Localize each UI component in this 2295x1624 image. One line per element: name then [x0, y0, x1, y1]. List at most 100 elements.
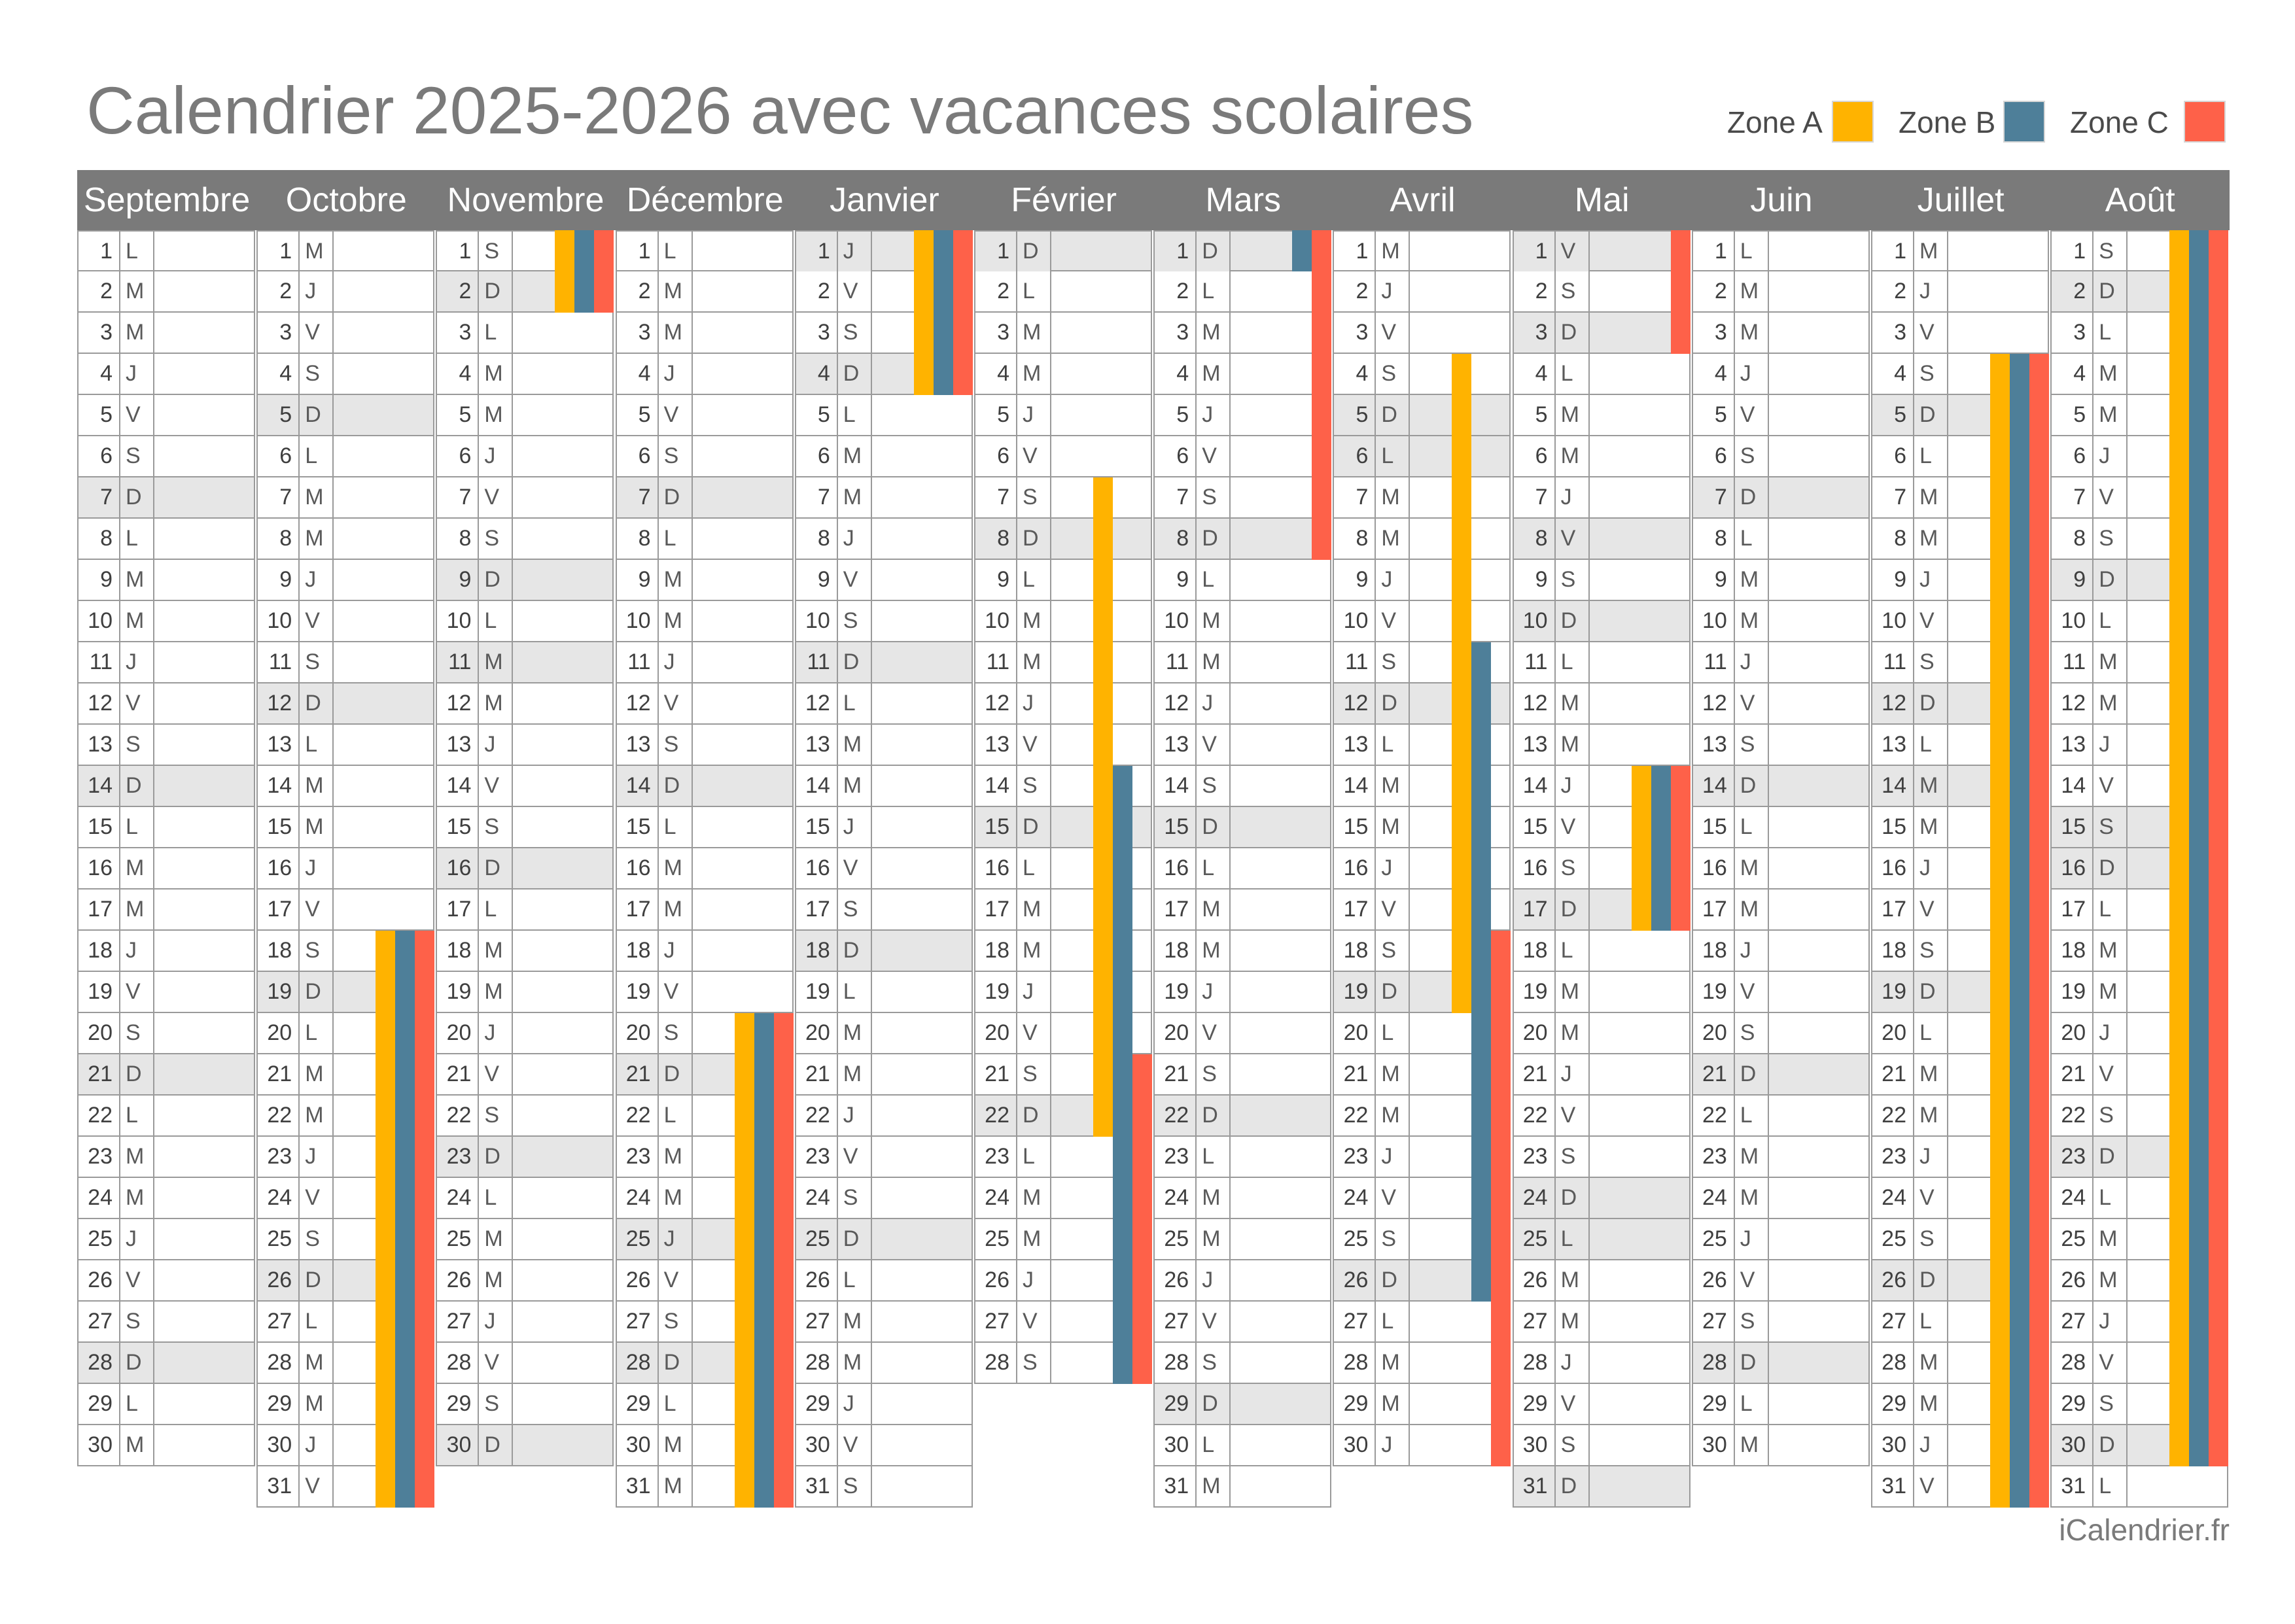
day-letter: L	[1376, 436, 1410, 476]
day-letter: M	[1017, 313, 1051, 353]
day-number: 5	[437, 395, 480, 435]
day-fill	[1231, 1384, 1331, 1424]
day-number: 8	[975, 519, 1017, 559]
month-column-m0: 1 L 2 M 3 M 4 J 5 V 6 S 7 D 8 L 9 M 10 M 11 J 12 V 13 S 14 D 15 L 16 M 1…	[77, 230, 255, 1466]
day-cell: 14 S	[1153, 766, 1332, 807]
day-letter: J	[659, 642, 693, 682]
day-number: 12	[437, 683, 480, 723]
month-column-m10: 1 M 2 J 3 V 4 S 5 D 6 L 7 M 8 M 9 J 10 V 11 S 12 D 13 L 14 M 15 M 16 J 1…	[1871, 230, 2049, 1508]
day-letter: V	[838, 1137, 872, 1177]
day-number: 14	[796, 766, 838, 806]
day-fill	[154, 1013, 254, 1053]
day-letter: D	[1197, 519, 1231, 559]
day-letter: V	[300, 1466, 334, 1506]
day-number: 1	[1334, 232, 1376, 271]
day-number: 10	[1693, 601, 1735, 641]
day-letter: S	[479, 807, 514, 847]
day-cell: 15 L	[1691, 807, 1870, 848]
day-letter: M	[1017, 931, 1051, 971]
day-number: 18	[79, 931, 120, 971]
day-letter: J	[1556, 1343, 1590, 1383]
day-fill	[1590, 931, 1689, 971]
day-fill	[513, 931, 612, 971]
day-fill	[334, 642, 433, 682]
day-fill	[513, 725, 612, 765]
day-number: 27	[1514, 1302, 1556, 1341]
day-number: 3	[2052, 313, 2094, 353]
day-letter: L	[1735, 807, 1769, 847]
day-letter: J	[120, 642, 154, 682]
day-fill	[1590, 354, 1689, 394]
day-letter: J	[659, 354, 693, 394]
day-letter: M	[1914, 1384, 1948, 1424]
day-letter: D	[2094, 848, 2128, 888]
day-number: 19	[2052, 972, 2094, 1012]
day-letter: J	[1914, 1137, 1948, 1177]
day-letter: S	[300, 642, 334, 682]
day-fill	[1590, 1260, 1689, 1300]
day-fill	[154, 1178, 254, 1218]
day-number: 23	[1693, 1137, 1735, 1177]
day-letter: M	[1376, 232, 1410, 271]
day-cell: 12 V	[1691, 683, 1870, 725]
day-cell: 10 D	[1512, 601, 1691, 642]
day-letter: L	[838, 395, 872, 435]
legend-zone-c-label: Zone C	[2070, 105, 2169, 139]
day-number: 15	[1334, 807, 1376, 847]
day-cell: 12 V	[615, 683, 794, 725]
day-cell: 15 L	[77, 807, 255, 848]
day-cell: 31 M	[1153, 1466, 1332, 1508]
day-letter: L	[1556, 354, 1590, 394]
day-letter: S	[1017, 1054, 1051, 1094]
day-number: 31	[1155, 1466, 1197, 1506]
day-letter: S	[479, 519, 514, 559]
day-cell: 13 M	[794, 725, 973, 766]
vacation-bar-zone-a	[2169, 230, 2190, 1466]
day-fill	[1769, 931, 1868, 971]
day-number: 2	[617, 271, 659, 311]
day-letter: S	[1735, 1302, 1769, 1341]
day-number: 29	[1693, 1384, 1735, 1424]
day-number: 4	[1334, 354, 1376, 394]
day-number: 11	[1334, 642, 1376, 682]
day-cell: 12 V	[77, 683, 255, 725]
day-fill	[513, 1219, 612, 1259]
day-number: 29	[1334, 1384, 1376, 1424]
day-cell: 30 S	[1512, 1425, 1691, 1466]
day-number: 11	[258, 642, 300, 682]
day-number: 11	[975, 642, 1017, 682]
day-letter: J	[2094, 436, 2128, 476]
day-cell: 16 J	[256, 848, 435, 890]
day-cell: 12 M	[436, 683, 614, 725]
day-letter: M	[479, 931, 514, 971]
day-letter: J	[120, 354, 154, 394]
day-fill	[1231, 560, 1330, 600]
day-letter: L	[300, 1013, 334, 1053]
vacation-bar-zone-b	[1113, 766, 1132, 1384]
day-number: 18	[258, 931, 300, 971]
day-number: 5	[79, 395, 120, 435]
day-fill	[513, 1013, 612, 1053]
day-number: 27	[1872, 1302, 1914, 1341]
day-number: 25	[1155, 1219, 1197, 1259]
day-letter: D	[1017, 807, 1051, 847]
day-cell: 20 M	[794, 1013, 973, 1054]
day-letter: L	[1376, 1013, 1410, 1053]
day-letter: M	[479, 1219, 514, 1259]
day-letter: V	[1376, 601, 1410, 641]
day-fill	[1231, 1013, 1330, 1053]
day-cell: 29 J	[794, 1384, 973, 1425]
day-number: 7	[1514, 477, 1556, 517]
month-header-m11: Août	[2105, 181, 2175, 219]
day-number: 12	[796, 683, 838, 723]
day-cell: 10 M	[974, 601, 1152, 642]
day-letter: S	[1735, 436, 1769, 476]
day-letter: M	[120, 560, 154, 600]
